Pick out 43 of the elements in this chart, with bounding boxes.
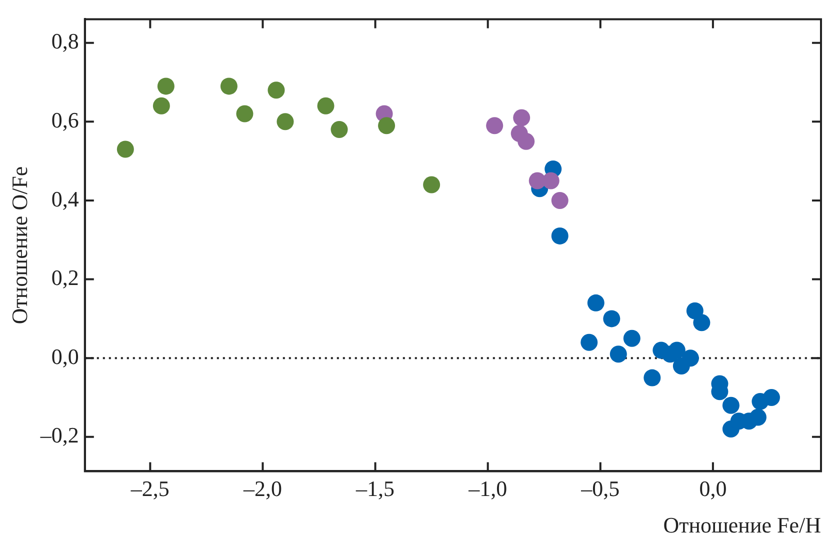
y-tick-label: 0,4 xyxy=(51,186,79,212)
x-axis-title: Отношение Fe/H xyxy=(663,512,822,538)
point xyxy=(157,78,174,95)
point xyxy=(610,346,627,363)
point xyxy=(518,132,535,150)
point xyxy=(486,117,504,134)
point xyxy=(116,140,134,158)
point xyxy=(668,342,686,359)
point xyxy=(603,310,620,328)
point xyxy=(693,314,710,332)
point xyxy=(378,117,396,134)
x-tick-label: 0,0 xyxy=(699,476,727,502)
x-tick-label: –2,5 xyxy=(130,476,170,502)
y-tick-label: 0,0 xyxy=(51,344,79,369)
point xyxy=(220,78,238,95)
point xyxy=(644,369,661,386)
point xyxy=(587,294,604,312)
point xyxy=(513,109,530,126)
y-tick-label: 0,2 xyxy=(51,265,79,290)
x-tick-label: –2,0 xyxy=(242,476,282,502)
point xyxy=(551,192,568,209)
point xyxy=(551,227,568,244)
point xyxy=(268,82,285,99)
point xyxy=(276,113,294,130)
point xyxy=(330,121,348,138)
y-tick-label: 0,6 xyxy=(51,107,79,132)
point xyxy=(152,97,170,114)
point xyxy=(423,176,440,194)
point xyxy=(580,334,598,351)
point xyxy=(682,350,699,367)
x-tick-label: –1,5 xyxy=(355,476,395,502)
point xyxy=(317,97,334,114)
point xyxy=(722,396,740,414)
y-tick-label: –0,2 xyxy=(39,422,79,448)
y-axis-title: Отношение O/Fe xyxy=(6,166,32,324)
point xyxy=(623,330,640,347)
point xyxy=(236,105,254,122)
y-tick-label: 0,8 xyxy=(51,28,79,54)
x-tick-label: –1,0 xyxy=(468,476,508,502)
point xyxy=(749,408,766,426)
x-tick-label: –0,5 xyxy=(580,476,620,502)
point xyxy=(762,389,780,406)
point xyxy=(542,172,560,190)
